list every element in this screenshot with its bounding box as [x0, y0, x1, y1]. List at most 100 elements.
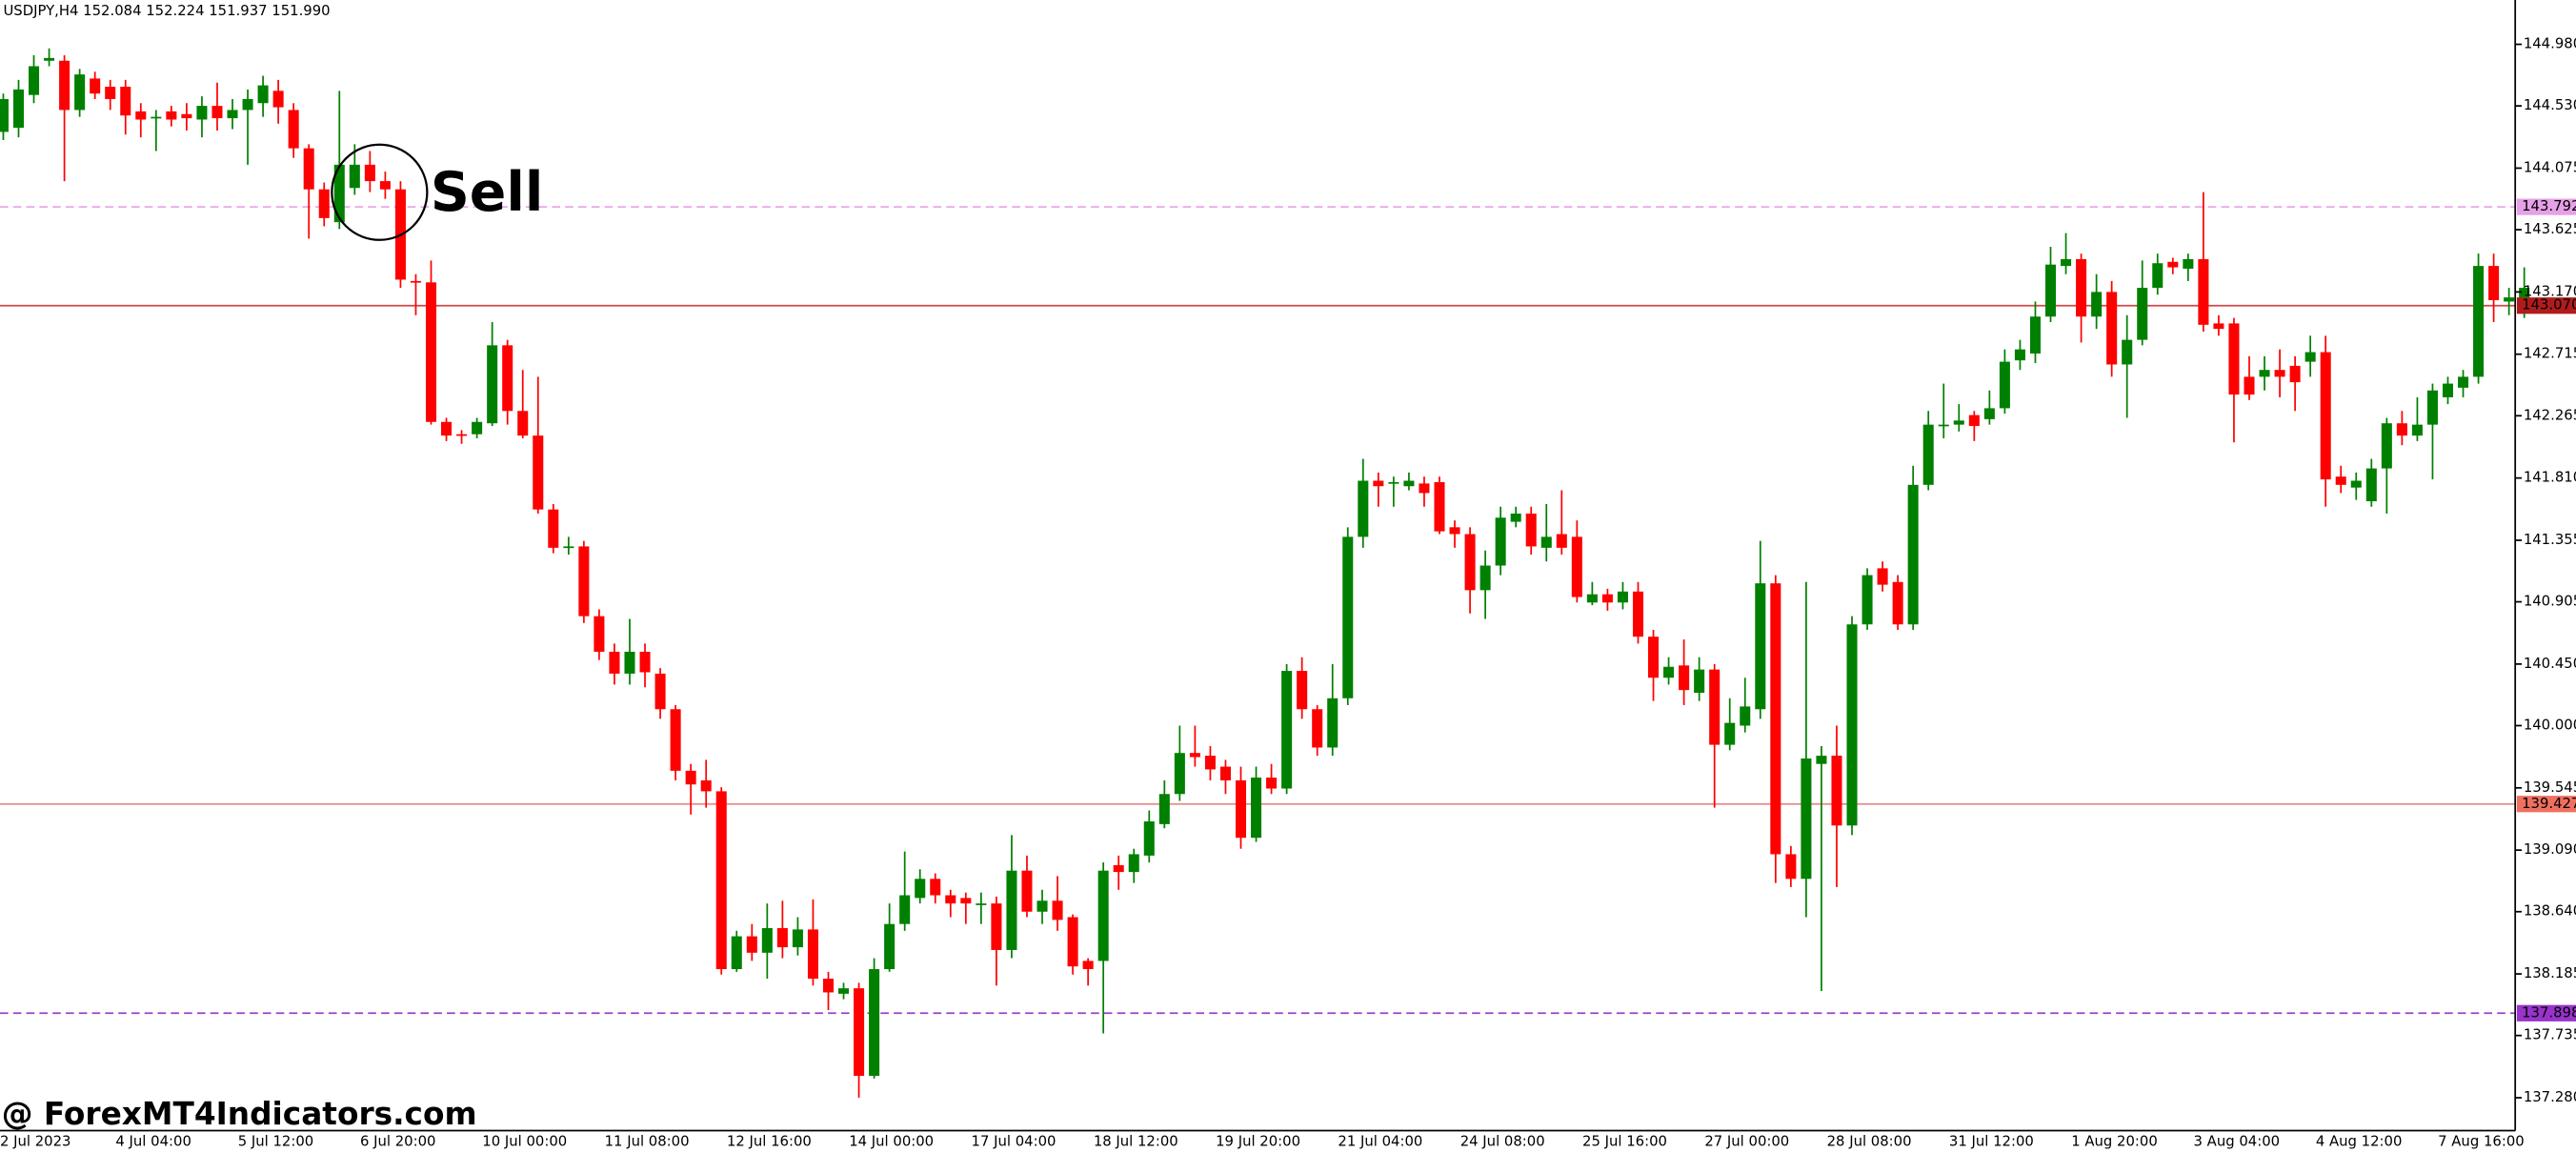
candle-body	[1968, 415, 1980, 427]
y-tick-label: 140.905	[2524, 594, 2576, 610]
candle-body	[869, 969, 880, 1077]
candle-body	[1281, 671, 1293, 789]
candle-body	[884, 923, 896, 970]
candle-body	[1510, 513, 1521, 522]
candle-body	[1266, 778, 1278, 789]
candle-body	[1740, 706, 1751, 726]
candle-body	[1052, 900, 1063, 920]
candle-body	[1449, 527, 1460, 535]
candle-body	[1831, 756, 1842, 826]
candle-body	[1006, 870, 1017, 950]
candle-body	[2519, 288, 2530, 299]
candle-body	[1067, 917, 1078, 967]
candle-body	[2381, 423, 2392, 469]
x-tick-label: 3 Aug 04:00	[2194, 1134, 2281, 1150]
y-tick-label: 143.170	[2524, 283, 2576, 299]
candle-body	[945, 895, 956, 904]
candle-body	[135, 111, 147, 120]
candle-body	[639, 651, 651, 673]
sell-annotation: Sell	[431, 161, 544, 224]
candle-body	[2274, 370, 2285, 377]
candle-body	[1999, 361, 2010, 409]
candle-body	[2304, 352, 2316, 362]
candle-body	[1525, 513, 1537, 547]
candle-body	[2488, 266, 2500, 300]
candle-body	[976, 903, 987, 905]
candle-body	[746, 936, 757, 953]
candle-body	[670, 709, 681, 771]
y-tick-label: 141.810	[2524, 470, 2576, 486]
candle-body	[1571, 536, 1582, 597]
candle-body	[899, 895, 911, 924]
chart-header: USDJPY,H4 152.084 152.224 151.937 151.99…	[3, 3, 330, 19]
candle-body	[1388, 481, 1399, 484]
candle-body	[1128, 854, 1139, 873]
y-tick-label: 138.640	[2524, 903, 2576, 920]
candle-body	[1953, 420, 1964, 425]
candle-body	[685, 770, 696, 785]
x-tick-label: 11 Jul 08:00	[605, 1134, 690, 1150]
candle-body	[700, 779, 712, 792]
candle-body	[1143, 820, 1155, 856]
candle-body	[563, 546, 574, 549]
y-tick-label: 143.625	[2524, 221, 2576, 237]
x-tick-label: 12 Jul 16:00	[727, 1134, 812, 1150]
candle-body	[2198, 258, 2209, 325]
candle-body	[181, 113, 192, 119]
candle-body	[1601, 594, 1613, 603]
candle-body	[2014, 349, 2025, 361]
candle-body	[74, 74, 86, 111]
candle-body	[731, 936, 742, 970]
candle-body	[761, 927, 773, 953]
x-tick-label: 6 Jul 20:00	[360, 1134, 435, 1150]
candle-body	[1724, 722, 1736, 745]
candle-body	[333, 164, 345, 223]
candle-body	[349, 164, 360, 189]
candle-body	[1709, 669, 1721, 745]
candle-body	[715, 791, 727, 970]
candle-body	[1297, 671, 1308, 710]
candle-body	[2396, 423, 2407, 436]
candle-body	[2091, 292, 2103, 317]
x-tick-label: 18 Jul 12:00	[1094, 1134, 1178, 1150]
candle-body	[2335, 476, 2346, 485]
candle-body	[1403, 480, 1415, 487]
candle-body	[1204, 756, 1216, 770]
y-tick-label: 137.735	[2524, 1027, 2576, 1043]
x-tick-label: 17 Jul 04:00	[972, 1134, 1057, 1150]
candle-body	[1434, 481, 1445, 532]
candle-body	[1801, 758, 1812, 880]
candle-body	[2504, 297, 2515, 302]
candle-body	[1556, 534, 1567, 548]
watermark: @ ForexMT4Indicators.com	[2, 1096, 477, 1132]
x-tick-label: 2 Jul 2023	[0, 1134, 71, 1150]
candle-body	[822, 979, 835, 993]
candle-body	[533, 435, 544, 510]
candle-body	[2289, 365, 2301, 383]
candle-body	[991, 903, 1002, 950]
candle-body	[1586, 594, 1598, 603]
candle-body	[1617, 591, 1628, 603]
x-tick-label: 4 Aug 12:00	[2316, 1134, 2403, 1150]
candle-body	[456, 434, 468, 436]
y-tick-label: 139.545	[2524, 779, 2576, 796]
x-tick-label: 28 Jul 08:00	[1827, 1134, 1912, 1150]
candle-body	[2320, 352, 2331, 480]
candle-body	[303, 148, 314, 190]
candle-body	[2152, 263, 2163, 289]
candle-body	[1464, 534, 1476, 591]
candle-body	[1663, 666, 1675, 678]
candle-body	[2259, 370, 2270, 377]
candle-body	[2442, 383, 2454, 397]
candle-body	[379, 181, 391, 190]
candle-body	[1189, 753, 1200, 758]
y-tick-label: 138.185	[2524, 965, 2576, 981]
candle-body	[960, 898, 972, 904]
candle-body	[2365, 468, 2377, 502]
level-price-label: 137.898	[2522, 1004, 2576, 1021]
candle-body	[272, 91, 284, 108]
candle-body	[502, 345, 513, 412]
candle-body	[1097, 870, 1109, 961]
